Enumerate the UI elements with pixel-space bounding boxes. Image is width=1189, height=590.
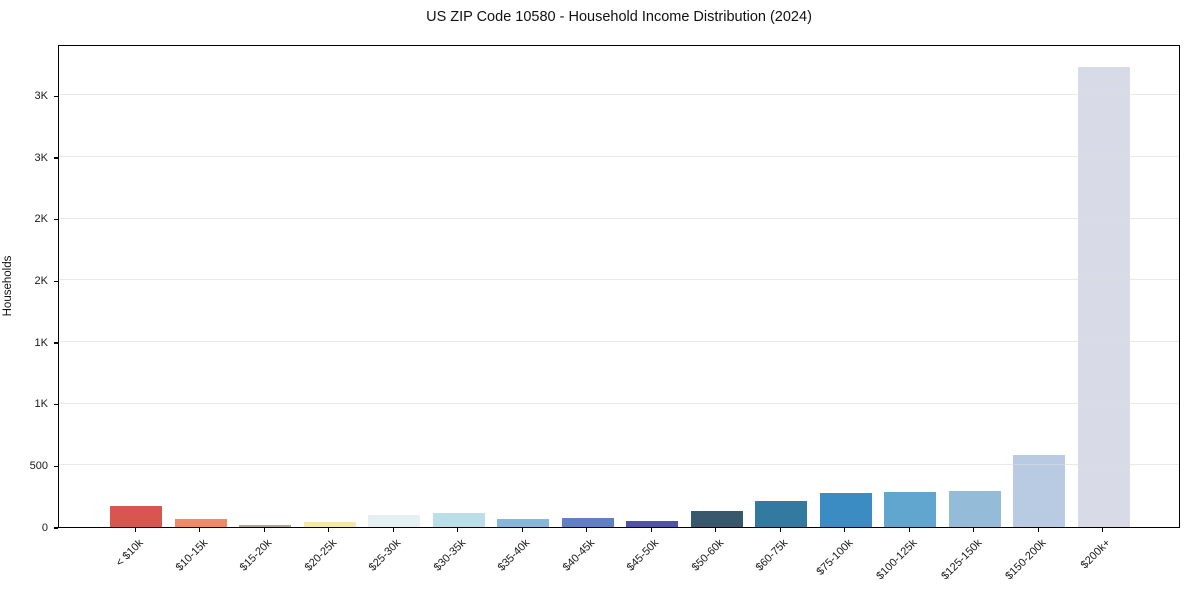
grid-layer <box>59 46 1179 527</box>
plot-area <box>58 45 1180 528</box>
bar-100-125k <box>884 491 937 527</box>
x-tick-mark <box>650 528 652 532</box>
x-tick-label: $15-20k <box>238 537 275 574</box>
x-tick-label: $150-200k <box>1003 537 1049 583</box>
y-tick-label: 1K <box>34 336 48 349</box>
x-tick-mark <box>844 528 846 532</box>
y-tick-label: 0 <box>41 521 48 534</box>
gridline <box>59 341 1179 343</box>
y-tick-label: 3K <box>34 151 48 164</box>
y-tick-label: 2K <box>34 274 48 287</box>
x-tick-label: $50-60k <box>689 537 727 574</box>
x-tick-label: < $10k <box>113 537 146 570</box>
x-tick-label: $25-30k <box>367 537 404 574</box>
x-tick-mark <box>521 528 523 532</box>
x-tick-label: $35-40k <box>496 537 533 574</box>
bar-75-100k <box>819 493 872 527</box>
y-tick-mark <box>54 219 58 221</box>
x-tick-mark <box>908 528 910 532</box>
y-tick-mark <box>54 465 58 468</box>
y-tick-label: 3K <box>34 89 48 102</box>
bar-35-40k <box>497 519 550 527</box>
x-tick-mark <box>392 528 394 532</box>
bar-200k <box>1077 67 1130 527</box>
y-tick-mark <box>54 527 58 529</box>
y-tick-label: 500 <box>29 459 48 472</box>
gridline <box>59 279 1179 281</box>
x-tick-mark <box>134 528 136 532</box>
x-tick-mark <box>779 528 781 532</box>
y-tick-label: 1K <box>34 398 48 411</box>
y-tick-mark <box>54 342 58 344</box>
x-tick-label: $60-75k <box>754 537 791 574</box>
x-tick-label: $45-50k <box>625 537 662 574</box>
gridline <box>59 156 1179 158</box>
y-tick-mark <box>54 280 58 283</box>
bar-45-50k <box>626 520 679 527</box>
x-tick-mark <box>199 528 201 532</box>
x-tick-label: $30-35k <box>431 537 469 574</box>
x-tick-label: $125-150k <box>938 537 985 583</box>
bar-20-25k <box>303 522 356 527</box>
bar-50-60k <box>690 510 743 527</box>
x-tick-label: $75-100k <box>814 537 856 578</box>
bar-15-20k <box>239 525 292 527</box>
x-tick-label: $100-125k <box>874 537 920 583</box>
x-tick-mark <box>263 528 265 532</box>
chart-title: US ZIP Code 10580 - Household Income Dis… <box>426 9 812 25</box>
x-tick-label: $200k+ <box>1079 537 1114 572</box>
x-tick-mark <box>586 528 588 532</box>
x-tick-mark <box>328 528 330 532</box>
y-tick-mark <box>54 157 58 159</box>
gridline <box>59 217 1179 219</box>
bar-125-150k <box>948 490 1001 527</box>
gridline <box>59 94 1179 96</box>
x-tick-label: $20-25k <box>302 537 340 574</box>
x-tick-label: $40-45k <box>560 537 598 574</box>
bar-40-45k <box>561 517 614 527</box>
gridline <box>59 464 1179 466</box>
bar-10k <box>110 505 163 527</box>
gridline <box>59 402 1179 404</box>
bar-30-35k <box>432 512 485 527</box>
bars-layer <box>59 46 1179 527</box>
x-tick-label: $10-15k <box>173 537 211 574</box>
x-tick-mark <box>715 528 717 532</box>
x-tick-mark <box>973 528 975 532</box>
bar-150-200k <box>1013 455 1066 527</box>
bar-60-75k <box>755 500 808 527</box>
y-tick-mark <box>54 95 58 98</box>
y-tick-mark <box>54 403 58 406</box>
bar-10-15k <box>174 518 227 527</box>
bar-25-30k <box>368 515 421 527</box>
y-tick-label: 2K <box>34 213 48 226</box>
x-tick-mark <box>1102 528 1104 532</box>
x-tick-mark <box>1037 528 1039 532</box>
x-tick-mark <box>457 528 459 532</box>
